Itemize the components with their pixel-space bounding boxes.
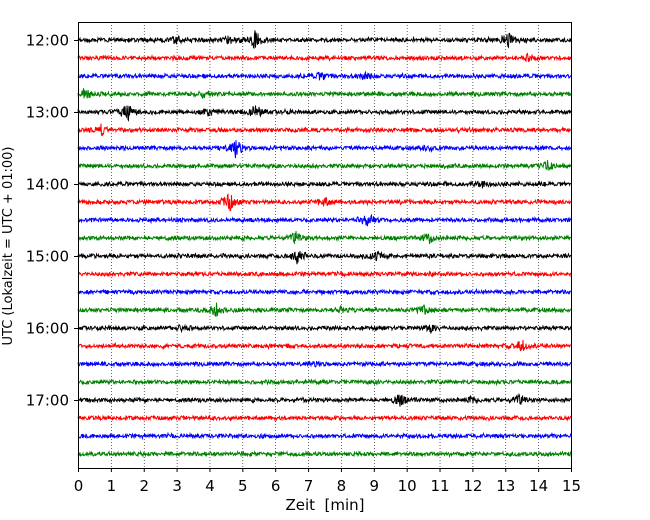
x-axis: 0 1 2 3 4 5 6 7 8 9 10 11 12 13 14 15 bbox=[74, 468, 581, 495]
x-tick-label: 2 bbox=[139, 477, 149, 495]
x-tick-label: 8 bbox=[337, 477, 347, 495]
x-tick-label: 13 bbox=[496, 477, 515, 495]
x-tick-label: 0 bbox=[74, 477, 84, 495]
seismic-trace bbox=[77, 287, 572, 297]
seismic-trace bbox=[77, 231, 571, 245]
x-tick-label: 3 bbox=[172, 477, 182, 495]
seismic-trace bbox=[77, 302, 572, 317]
seismic-trace bbox=[77, 250, 572, 265]
y-tick-label: 15:00 bbox=[26, 248, 69, 266]
x-tick-label: 1 bbox=[107, 477, 117, 495]
seismic-trace bbox=[77, 323, 572, 335]
y-axis: 12:00 13:00 14:00 15:00 16:00 17:00 bbox=[26, 32, 78, 410]
seismic-trace bbox=[77, 270, 572, 278]
y-tick-label: 14:00 bbox=[26, 176, 69, 194]
x-tick-label: 12 bbox=[463, 477, 482, 495]
seismic-trace bbox=[77, 52, 572, 63]
x-tick-label: 10 bbox=[398, 477, 417, 495]
x-tick-label: 14 bbox=[529, 477, 548, 495]
seismic-trace bbox=[77, 30, 572, 50]
seismic-trace bbox=[77, 414, 572, 423]
x-tick-label: 4 bbox=[205, 477, 215, 495]
seismic-trace bbox=[77, 450, 572, 459]
x-tick-label: 7 bbox=[304, 477, 314, 495]
seismic-trace bbox=[78, 378, 572, 387]
x-tick-label: 15 bbox=[562, 477, 581, 495]
seismic-trace bbox=[77, 213, 572, 227]
y-tick-label: 12:00 bbox=[26, 32, 69, 50]
x-tick-label: 11 bbox=[430, 477, 449, 495]
trace-group bbox=[77, 30, 572, 459]
seismic-trace bbox=[77, 123, 572, 137]
y-tick-label: 13:00 bbox=[26, 104, 69, 122]
x-tick-label: 9 bbox=[370, 477, 380, 495]
seismic-trace bbox=[77, 88, 572, 99]
x-tick-label: 5 bbox=[238, 477, 248, 495]
seismic-trace bbox=[77, 192, 572, 212]
seismic-trace bbox=[77, 160, 572, 171]
y-axis-title: UTC (Lokalzeit = UTC + 01:00) bbox=[1, 147, 16, 346]
seismic-trace bbox=[77, 339, 572, 352]
seismic-trace bbox=[77, 140, 572, 159]
x-tick-label: 6 bbox=[271, 477, 281, 495]
seismic-trace bbox=[77, 392, 572, 407]
seismic-trace bbox=[77, 180, 572, 189]
x-axis-title: Zeit [min] bbox=[285, 496, 364, 514]
y-tick-label: 16:00 bbox=[26, 320, 69, 338]
grid-lines bbox=[111, 22, 539, 468]
seismic-trace bbox=[77, 70, 572, 81]
seismic-trace bbox=[77, 431, 572, 441]
seismic-trace bbox=[77, 360, 572, 368]
plot-frame bbox=[78, 22, 572, 469]
seismic-trace bbox=[77, 105, 572, 122]
y-tick-label: 17:00 bbox=[26, 392, 69, 410]
